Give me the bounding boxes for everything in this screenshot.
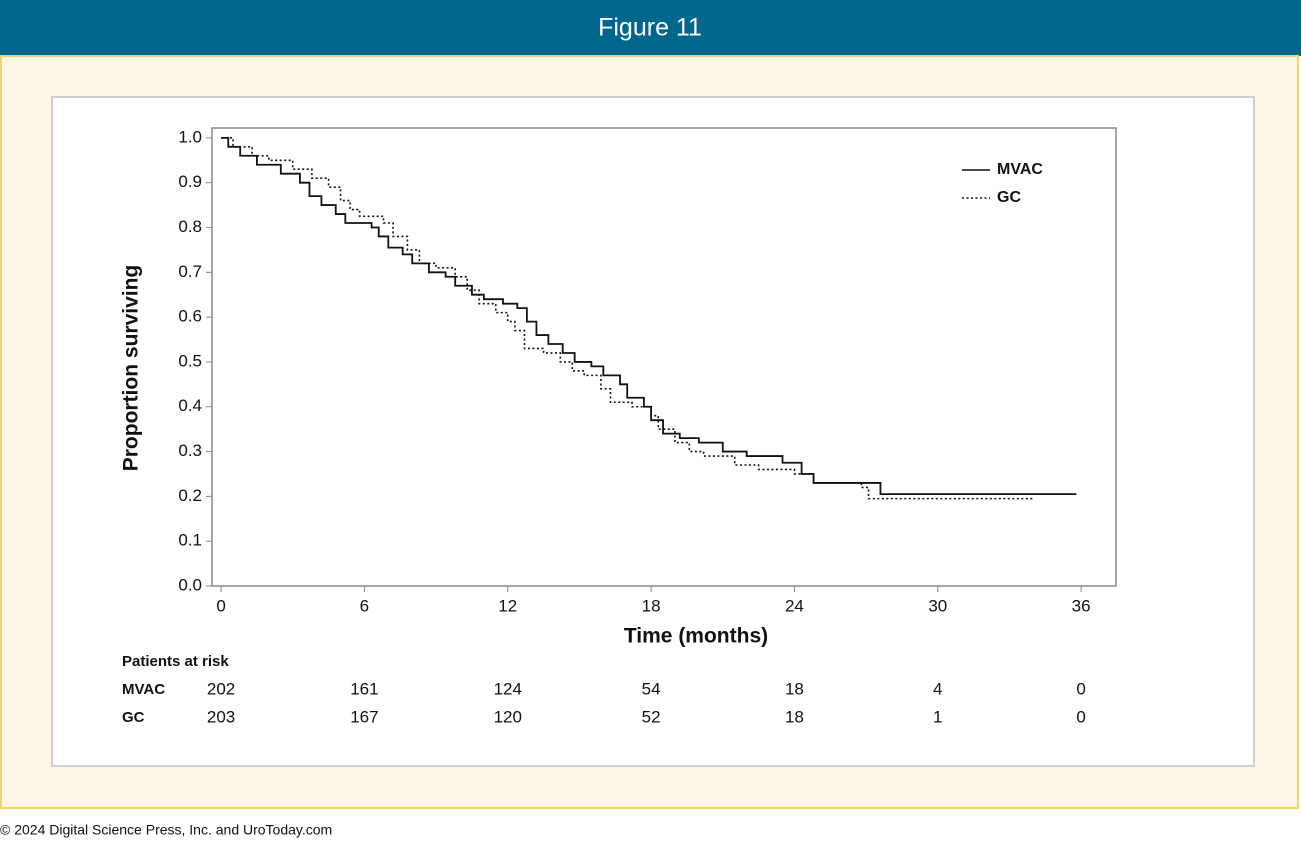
y-axis-label: Proportion surviving <box>120 265 143 472</box>
risk-count: 0 <box>1076 707 1085 726</box>
risk-count: 0 <box>1076 679 1085 698</box>
risk-count: 124 <box>494 679 522 698</box>
risk-row-label: GC <box>122 709 145 726</box>
legend-label: GC <box>997 189 1021 206</box>
x-tick-label: 18 <box>642 596 661 615</box>
x-axis-label: Time (months) <box>624 625 768 648</box>
y-tick-label: 0.0 <box>178 575 202 594</box>
risk-count: 18 <box>785 707 804 726</box>
y-tick-label: 0.8 <box>178 217 202 236</box>
x-tick-label: 24 <box>785 596 804 615</box>
header-title: Figure 11 <box>598 14 702 42</box>
risk-count: 203 <box>207 707 235 726</box>
y-tick-label: 0.6 <box>178 307 202 326</box>
x-tick-label: 30 <box>928 596 947 615</box>
survival-curve <box>221 137 1034 500</box>
x-tick-label: 6 <box>360 596 369 615</box>
risk-table-title: Patients at risk <box>122 653 229 670</box>
risk-count: 120 <box>494 707 522 726</box>
risk-row-label: MVAC <box>122 681 165 698</box>
risk-count: 4 <box>933 679 942 698</box>
y-tick-label: 1.0 <box>178 127 202 146</box>
risk-count: 167 <box>350 707 378 726</box>
risk-count: 202 <box>207 679 235 698</box>
y-tick-label: 0.9 <box>178 172 202 191</box>
y-tick-label: 0.1 <box>178 531 202 550</box>
y-tick-label: 0.4 <box>178 396 202 415</box>
legend-label: MVAC <box>997 161 1043 178</box>
y-tick-label: 0.7 <box>178 262 202 281</box>
risk-count: 18 <box>785 679 804 698</box>
risk-count: 52 <box>642 707 661 726</box>
chart-box <box>51 96 1255 767</box>
x-tick-label: 0 <box>216 596 225 615</box>
risk-count: 54 <box>642 679 661 698</box>
risk-count: 161 <box>350 679 378 698</box>
y-tick-label: 0.2 <box>178 486 202 505</box>
footer: © 2024 Digital Science Press, Inc. and U… <box>0 822 332 838</box>
plot-area <box>211 127 1117 587</box>
x-tick-label: 12 <box>498 596 517 615</box>
header-bar <box>0 0 1301 56</box>
y-tick-label: 0.5 <box>178 351 202 370</box>
survival-curve <box>221 136 1077 496</box>
x-tick-label: 36 <box>1072 596 1091 615</box>
risk-count: 1 <box>933 707 942 726</box>
y-tick-label: 0.3 <box>178 441 202 460</box>
